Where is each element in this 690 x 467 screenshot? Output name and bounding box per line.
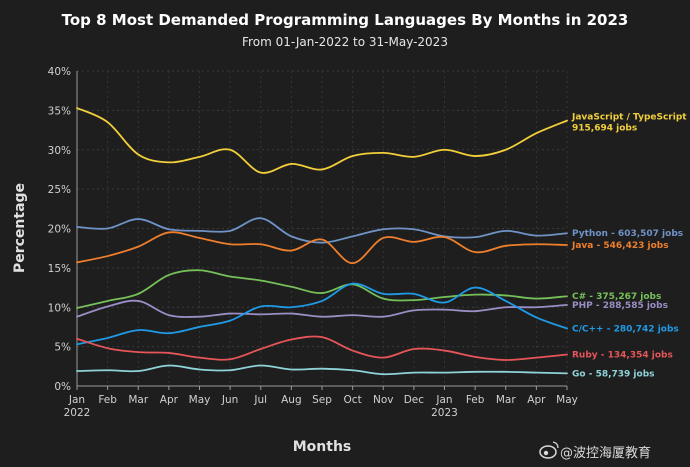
series-line-c: [76, 269, 568, 309]
y-tick-label: 35%: [48, 105, 71, 117]
series-label-python: Python - 603,507 jobs: [572, 229, 683, 239]
y-axis-title: Percentage: [12, 183, 28, 273]
x-axis-title: Months: [293, 439, 352, 455]
x-tick-label: May: [556, 394, 578, 406]
chart-title: Top 8 Most Demanded Programming Language…: [62, 11, 629, 29]
x-tick-label: Jan: [435, 394, 452, 406]
x-tick-label: Apr: [527, 394, 546, 406]
x-tick-label: Oct: [344, 394, 362, 406]
x-tick-label: May: [189, 394, 211, 406]
watermark-text: @波控海厦教育: [560, 445, 651, 461]
x-tick-label: Mar: [128, 394, 148, 406]
y-tick-label: 0%: [54, 381, 71, 393]
series-label-java: Java - 546,423 jobs: [571, 241, 669, 251]
x-tick-label: Aug: [281, 394, 302, 406]
y-tick-label: 20%: [48, 224, 71, 236]
series-jobs-javascript-typescript: 915,694 jobs: [572, 124, 637, 134]
series-line-java: [76, 231, 568, 265]
series-line-python: [76, 217, 568, 244]
x-tick-label: Jun: [221, 394, 238, 406]
y-tick-label: 5%: [54, 342, 71, 354]
series-label-c-c: C/C++ - 280,742 jobs: [572, 325, 679, 335]
y-tick-label: 15%: [48, 263, 71, 275]
series-label-php: PHP - 288,585 jobs: [572, 301, 668, 311]
series-lines: [76, 107, 568, 376]
x-tick-label: Feb: [98, 394, 117, 406]
chart-subtitle: From 01-Jan-2022 to 31-May-2023: [242, 35, 448, 49]
x-tick-label: Mar: [496, 394, 516, 406]
year-label: 2022: [64, 407, 91, 419]
y-tick-label: 30%: [48, 145, 71, 157]
y-axis-ticks: 0% 5% 10% 15% 20% 25% 30% 35% 40%: [48, 66, 71, 393]
series-line-go: [76, 364, 568, 376]
x-tick-label: Apr: [160, 394, 179, 406]
x-tick-label: Sep: [312, 394, 332, 406]
series-label-c: C# - 375,267 jobs: [572, 292, 661, 302]
x-tick-label: Feb: [466, 394, 485, 406]
series-label-ruby: Ruby - 134,354 jobs: [572, 351, 673, 361]
y-tick-label: 25%: [48, 184, 71, 196]
x-tick-label: Jan: [68, 394, 85, 406]
series-line-c-c: [76, 282, 568, 346]
series-line-javascript-typescript: [76, 107, 568, 174]
year-label: 2023: [431, 407, 458, 419]
x-tick-label: Nov: [373, 394, 394, 406]
grid: [76, 70, 568, 387]
series-line-ruby: [76, 335, 568, 361]
x-tick-label: Jul: [253, 394, 267, 406]
y-tick-label: 40%: [48, 66, 71, 78]
weibo-logo-icon: [539, 441, 559, 459]
x-axis-ticks: Jan Feb Mar Apr May Jun Jul Aug Sep Oct Nov Dec Jan F…: [64, 386, 578, 419]
series-line-php: [76, 299, 568, 318]
series-label-go: Go - 58,739 jobs: [572, 369, 655, 379]
x-tick-label: Dec: [404, 394, 425, 406]
y-tick-label: 10%: [48, 302, 71, 314]
series-label-javascript-typescript: JavaScript / TypeScript: [571, 113, 687, 123]
watermark: @波控海厦教育: [539, 441, 651, 461]
